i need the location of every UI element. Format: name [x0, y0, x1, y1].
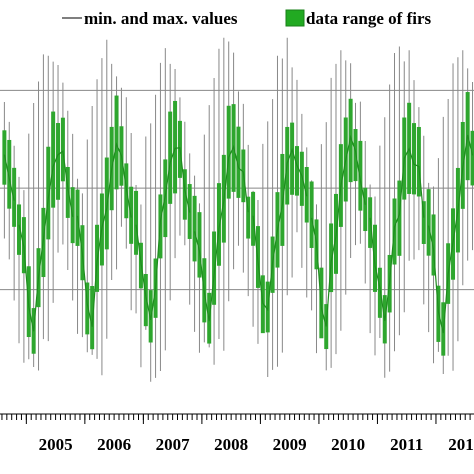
median-line [428, 134, 474, 334]
range-box-2010-3 [329, 223, 334, 293]
range-box-2009-11 [309, 181, 314, 248]
range-box-2007-1 [143, 273, 148, 327]
range-box-2009-9 [299, 151, 304, 206]
median-line [252, 147, 308, 312]
range-box-2006-7 [114, 95, 119, 190]
range-box-2011-11 [426, 189, 431, 256]
range-box-2007-7 [173, 100, 178, 194]
range-box-2006-11 [134, 190, 139, 255]
x-tick-label-2010: 2010 [331, 435, 365, 454]
median-line [135, 147, 191, 321]
x-tick-label-2011: 2011 [390, 435, 423, 454]
range-box-2008-8 [236, 126, 241, 198]
range-box-2005-6 [51, 111, 56, 208]
median-line [18, 150, 74, 332]
range-box-2009-1 [260, 275, 265, 334]
range-box-2009-8 [294, 146, 299, 196]
median-line [76, 142, 132, 327]
range-box-2005-5 [46, 146, 51, 240]
x-tick-label-2006: 2006 [97, 435, 131, 454]
range-box-2008-10 [246, 196, 251, 239]
legend-label-min-max: min. and max. values [84, 9, 238, 28]
median-line-group [3, 134, 474, 334]
x-axis: 2005 2006 2007 2008 2009 2010 2011 2012 [0, 413, 474, 454]
range-box-2004-11 [17, 204, 22, 255]
x-tick-label-2009: 2009 [273, 435, 307, 454]
range-box-2010-8 [353, 129, 358, 182]
median-line [311, 134, 366, 327]
legend-box-symbol [285, 9, 305, 27]
range-box-2011-9 [416, 126, 421, 197]
range-box-2005-7 [56, 123, 61, 200]
x-tick-label-2008: 2008 [214, 435, 248, 454]
range-box-2008-4 [216, 183, 221, 266]
range-box-2008-6 [226, 105, 231, 199]
range-box-2010-7 [348, 98, 353, 183]
range-box-2004-10 [12, 167, 17, 227]
range-box-2012-8 [470, 130, 474, 186]
range-box-2007-11 [192, 195, 197, 262]
range-box-2010-10 [363, 187, 368, 232]
range-box-2007-6 [168, 111, 173, 204]
x-tick-label-2005: 2005 [39, 435, 73, 454]
legend-label-data-range: data range of firs [306, 9, 432, 28]
range-box-2004-9 [7, 139, 12, 209]
range-box-2009-7 [290, 122, 295, 195]
legend-background [0, 0, 474, 32]
x-tick-label-2007: 2007 [156, 435, 191, 454]
range-box-2011-1 [377, 267, 382, 318]
range-box-2011-8 [412, 123, 417, 195]
range-box-2006-1 [85, 282, 90, 335]
range-box-2011-10 [421, 201, 426, 244]
range-box-2005-8 [60, 117, 65, 182]
median-line [3, 154, 15, 201]
range-box-2010-12 [373, 224, 378, 292]
range-box-2011-12 [431, 214, 436, 276]
range-box-2005-9 [65, 166, 70, 218]
x-tick-label-2012: 2012 [448, 435, 474, 454]
median-line [194, 144, 249, 322]
legend: min. and max. values data range of firs [0, 0, 474, 32]
range-box-2011-5 [397, 180, 402, 256]
range-box-2006-2 [90, 286, 95, 350]
median-line [369, 147, 425, 321]
range-box-2007-9 [182, 169, 187, 220]
range-box-2008-3 [212, 231, 217, 305]
range-box-2010-9 [358, 140, 363, 211]
range-box-2007-12 [197, 212, 202, 278]
